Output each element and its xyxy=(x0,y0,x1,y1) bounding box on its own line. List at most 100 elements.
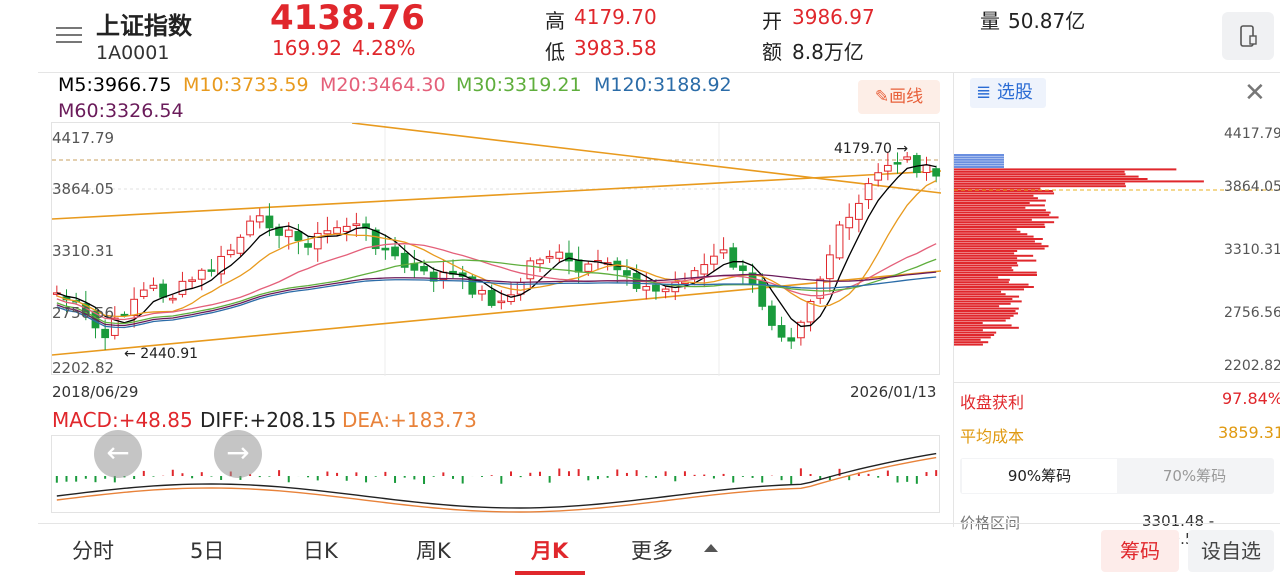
candle xyxy=(255,215,264,223)
start-date: 2018/06/29 xyxy=(52,383,139,401)
kline-chart[interactable] xyxy=(51,122,941,376)
chip-bar xyxy=(954,322,983,324)
draw-line-button[interactable]: ✎画线 xyxy=(858,80,940,114)
candle xyxy=(333,227,341,234)
phone-icon-button[interactable] xyxy=(1222,12,1274,60)
close-icon[interactable]: ✕ xyxy=(1244,78,1266,108)
draw-line-label: 画线 xyxy=(889,87,924,107)
caret-up-icon[interactable] xyxy=(704,544,718,552)
candle xyxy=(246,220,254,236)
chip-bar xyxy=(954,326,1019,329)
candle xyxy=(149,284,158,289)
candle xyxy=(555,251,564,259)
candle xyxy=(825,254,834,280)
candle xyxy=(507,294,515,303)
chip-bar xyxy=(954,233,1028,236)
tab-70-chip[interactable]: 70%筹码 xyxy=(1162,467,1227,485)
next-arrow-button[interactable]: → xyxy=(214,430,262,478)
chip-bar xyxy=(954,334,995,336)
menu-icon[interactable] xyxy=(56,22,84,48)
trendline xyxy=(351,123,941,194)
chip-bar xyxy=(954,180,1204,183)
list-icon: ≣ xyxy=(976,82,992,103)
chip-bar xyxy=(954,310,1016,312)
candle xyxy=(323,230,332,235)
panel-tick-4: 2756.56 xyxy=(1224,305,1280,321)
open-value: 3986.97 xyxy=(792,5,875,29)
chip-bar xyxy=(954,223,1045,226)
candle xyxy=(806,300,815,323)
candle xyxy=(768,305,776,326)
index-code: 1A0001 xyxy=(96,42,170,64)
panel-mid-divider xyxy=(954,382,1280,383)
candle xyxy=(710,255,718,265)
chip-bar xyxy=(954,238,1043,240)
chip-button[interactable]: 筹码 xyxy=(1101,530,1179,572)
diff-value: DIFF:+208.15 xyxy=(200,408,337,432)
candle xyxy=(729,247,738,268)
panel-divider xyxy=(953,72,954,527)
candle xyxy=(101,328,110,339)
ma-line xyxy=(56,163,937,328)
chip-bar xyxy=(954,185,1126,188)
tab-weekly[interactable]: 周K xyxy=(416,539,451,563)
y-tick-4: 2756.56 xyxy=(52,304,115,322)
prev-arrow-button[interactable]: ← xyxy=(94,430,142,478)
y-tick-2: 3864.05 xyxy=(52,180,115,198)
panel-tick-1: 4417.79 xyxy=(1224,126,1280,142)
low-value: 3983.58 xyxy=(574,36,657,60)
chip-bar xyxy=(954,269,1014,272)
tab-daily[interactable]: 日K xyxy=(303,539,338,563)
macd-chart xyxy=(51,435,940,513)
tab-more[interactable]: 更多 xyxy=(631,539,673,563)
chip-bar xyxy=(954,331,997,334)
candle xyxy=(652,284,660,292)
candle xyxy=(168,297,177,301)
chip-bar xyxy=(954,211,1051,214)
tab-monthly[interactable]: 月K xyxy=(531,539,569,563)
high-label: 高 xyxy=(545,9,565,33)
tab-intraday[interactable]: 分时 xyxy=(72,539,114,563)
candle xyxy=(932,168,941,177)
high-marker: 4179.70 → xyxy=(834,141,909,157)
chip-bar xyxy=(954,274,1037,276)
candle xyxy=(835,224,844,259)
chip-bar xyxy=(954,257,1018,260)
amount-label: 额 xyxy=(762,40,782,64)
candle xyxy=(265,215,274,229)
candle xyxy=(391,246,399,257)
ma-line xyxy=(56,276,937,329)
candle xyxy=(526,260,535,280)
price-change-pct: 4.28% xyxy=(352,36,416,60)
profit-value: 97.84% xyxy=(1222,389,1280,408)
ma120-label: M120:3188.92 xyxy=(594,74,732,96)
candle xyxy=(139,289,148,297)
chip-bar xyxy=(954,187,1041,190)
chip-bar xyxy=(954,156,1004,159)
pencil-icon: ✎ xyxy=(874,87,890,107)
candle xyxy=(468,276,477,295)
current-price: 4138.76 xyxy=(270,0,425,38)
select-stock-button[interactable]: ≣ 选股 xyxy=(970,78,1046,108)
add-watchlist-button[interactable]: 设自选 xyxy=(1188,530,1274,572)
candle xyxy=(739,265,747,271)
chip-bar xyxy=(954,305,1000,308)
chip-bar xyxy=(954,158,1004,161)
header-divider xyxy=(38,72,1280,73)
candle xyxy=(294,231,303,242)
candle xyxy=(700,264,709,275)
amount-value: 8.8万亿 xyxy=(792,40,864,64)
tab-5day[interactable]: 5日 xyxy=(190,539,225,563)
chip-bar xyxy=(954,341,989,344)
chip-bar xyxy=(954,266,1012,269)
tab-90-chip[interactable]: 90%筹码 xyxy=(962,459,1117,493)
chip-bar xyxy=(954,329,983,332)
chip-bar xyxy=(954,230,1021,233)
candle xyxy=(420,265,428,272)
chip-bar xyxy=(954,254,1034,257)
chip-bar xyxy=(954,343,983,346)
candle xyxy=(777,325,786,338)
chip-bar xyxy=(954,173,1126,176)
chip-bar xyxy=(954,170,1125,173)
volume-value: 50.87亿 xyxy=(1008,9,1086,33)
